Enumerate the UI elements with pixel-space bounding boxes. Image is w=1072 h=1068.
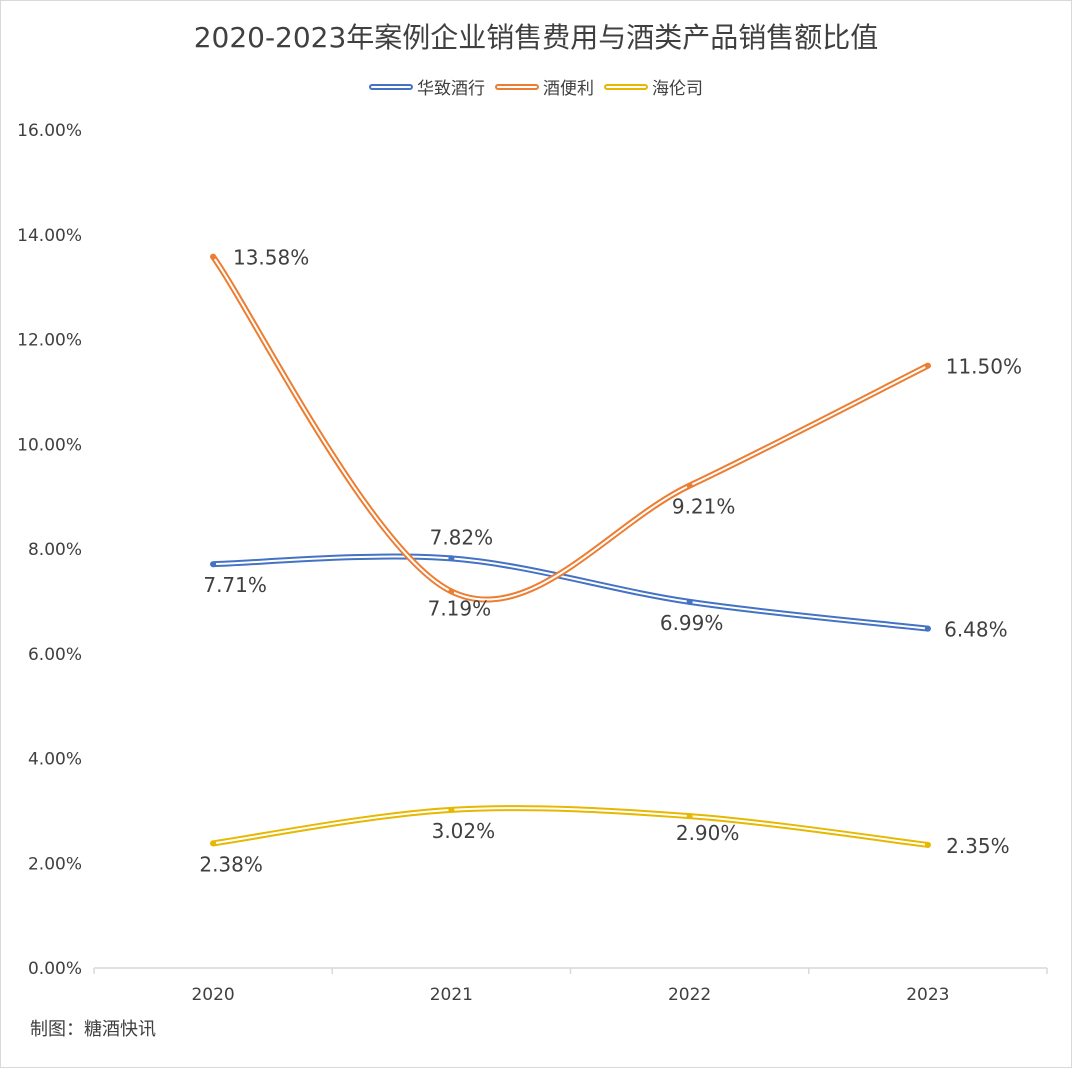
data-point: [686, 813, 693, 820]
data-point: [210, 561, 217, 568]
y-tick-label: 4.00%: [28, 750, 82, 770]
legend-swatch-series-1: [495, 83, 539, 90]
y-tick-label: 12.00%: [17, 331, 82, 351]
data-point: [924, 841, 931, 848]
data-point: [924, 362, 931, 369]
x-tick-label: 2021: [430, 985, 473, 1005]
legend-swatch-series-0: [369, 83, 413, 90]
data-point: [210, 253, 217, 260]
legend-label-series-1: 酒便利: [543, 79, 594, 99]
data-point: [686, 598, 693, 605]
legend-swatch-series-2: [604, 83, 648, 90]
data-label: 7.82%: [430, 525, 494, 549]
x-tick-label: 2020: [191, 985, 234, 1005]
data-label: 3.02%: [432, 819, 496, 843]
data-label: 9.21%: [672, 495, 736, 519]
data-point: [448, 806, 455, 813]
legend-label-series-0: 华致酒行: [417, 79, 485, 99]
y-tick-label: 8.00%: [28, 540, 82, 560]
data-label: 2.35%: [946, 834, 1010, 858]
x-tick-label: 2022: [668, 985, 711, 1005]
series-line-1: [210, 253, 931, 603]
series-line-inner-1: [212, 255, 929, 601]
data-label: 7.19%: [428, 596, 492, 620]
data-point: [686, 482, 693, 489]
series-line-inner-0: [212, 555, 929, 630]
data-label: 7.71%: [203, 573, 267, 597]
series-line-inner-2: [212, 807, 929, 846]
data-label: 13.58%: [233, 246, 309, 270]
data-point: [210, 840, 217, 847]
data-point: [448, 588, 455, 595]
y-tick-label: 16.00%: [17, 121, 82, 141]
data-label: 2.38%: [199, 852, 263, 876]
y-tick-label: 0.00%: [28, 959, 82, 979]
legend-item-series-1: 酒便利: [495, 74, 594, 99]
legend-item-series-0: 华致酒行: [369, 74, 485, 99]
legend-label-series-2: 海伦司: [652, 79, 703, 99]
data-label: 2.90%: [676, 821, 740, 845]
chart-credit: 制图：糖酒快讯: [30, 1019, 156, 1040]
y-tick-label: 2.00%: [28, 854, 82, 874]
y-tick-label: 10.00%: [17, 435, 82, 455]
data-label: 11.50%: [946, 355, 1022, 379]
data-label: 6.99%: [660, 611, 724, 635]
x-tick-label: 2023: [906, 985, 949, 1005]
chart-legend: 华致酒行 酒便利 海伦司: [0, 74, 1072, 99]
y-tick-label: 14.00%: [17, 226, 82, 246]
data-label: 6.48%: [944, 618, 1008, 642]
data-point: [924, 625, 931, 632]
data-point: [448, 555, 455, 562]
legend-item-series-2: 海伦司: [604, 74, 703, 99]
chart-title: 2020-2023年案例企业销售费用与酒类产品销售额比值: [193, 21, 879, 54]
y-tick-label: 6.00%: [28, 645, 82, 665]
